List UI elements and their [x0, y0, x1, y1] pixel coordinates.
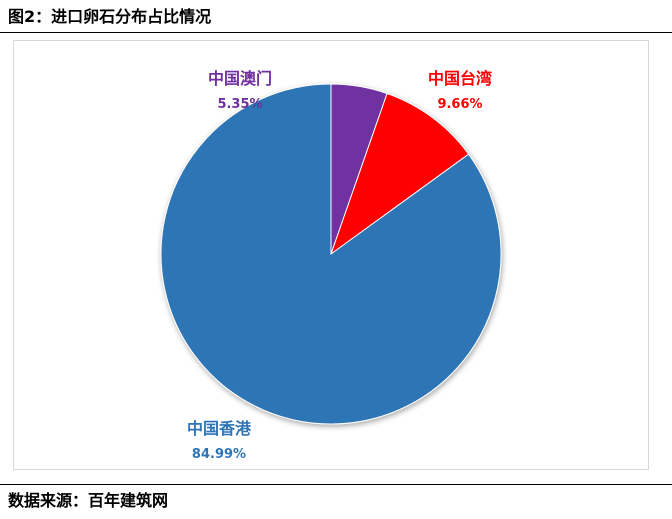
figure-title: 图2：进口卵石分布占比情况: [8, 7, 212, 26]
slice-value-label-2: 9.66%: [437, 97, 482, 112]
pie-slice-2: [330, 92, 470, 256]
slice-name-label-1: 中国澳门: [208, 69, 272, 88]
slice-name-label-3: 中国香港: [187, 419, 252, 438]
slice-value-label-3: 84.99%: [192, 447, 246, 462]
top-rule: [0, 32, 672, 33]
pie-slice-3: [160, 83, 502, 425]
source-note: 数据来源：百年建筑网: [8, 491, 169, 510]
slice-value-label-1: 5.35%: [217, 97, 262, 112]
slice-name-label-2: 中国台湾: [428, 69, 492, 88]
bottom-rule: [0, 484, 672, 485]
